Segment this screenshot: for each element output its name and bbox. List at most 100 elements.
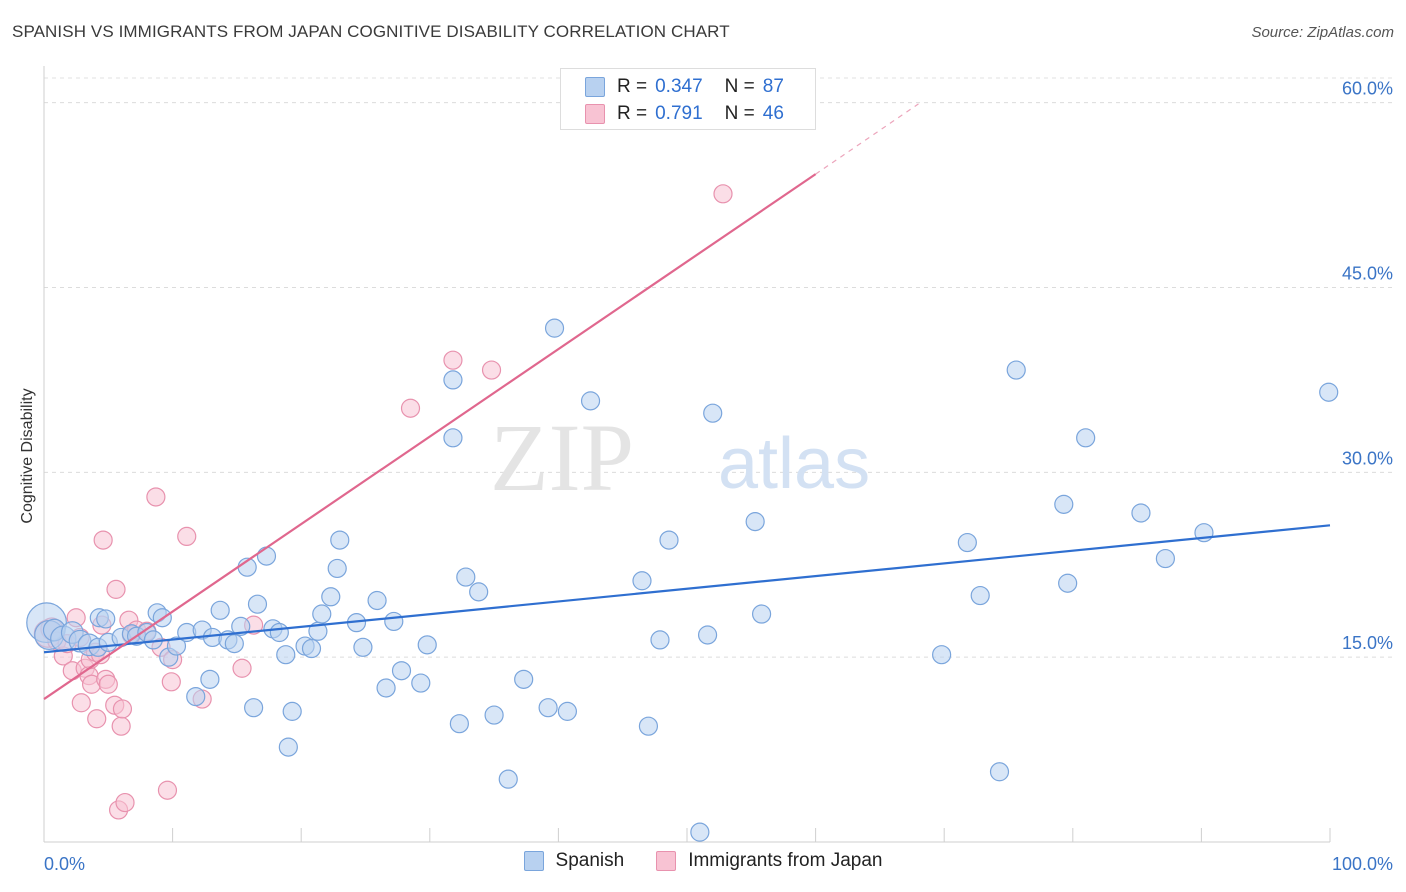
trend-lines <box>43 103 1331 700</box>
spanish-point <box>269 622 289 643</box>
legend-row-japan: R = 0.791 N = 46 <box>585 102 784 126</box>
spanish-point <box>449 714 469 734</box>
spanish-point <box>166 636 187 656</box>
y-tick-label-45: 45.0% <box>1342 263 1393 283</box>
r-label: R = <box>617 103 648 124</box>
watermark-atlas: atlas <box>718 424 870 504</box>
y-tick-labels: 15.0% 30.0% 45.0% 60.0% <box>1342 79 1393 654</box>
spanish-point <box>970 585 990 606</box>
spanish-point <box>353 637 373 657</box>
spanish-point <box>638 716 659 736</box>
x-tick-label-min: 0.0% <box>44 854 85 874</box>
spanish-point <box>443 370 463 390</box>
spanish-point <box>1058 573 1078 593</box>
chart-title: SPANISH VS IMMIGRANTS FROM JAPAN COGNITI… <box>12 22 730 41</box>
axes <box>43 66 1331 843</box>
spanish-point <box>256 546 277 566</box>
spanish-point <box>231 616 251 636</box>
legend-item-spanish[interactable]: Spanish <box>523 850 625 872</box>
watermark-zip: ZIP <box>490 404 634 511</box>
spanish-point <box>244 698 264 718</box>
spanish-point <box>376 678 396 698</box>
japan-point <box>443 350 463 370</box>
japan-trend-line <box>43 173 817 700</box>
spanish-point <box>321 587 341 607</box>
n-label: N = <box>724 103 755 124</box>
spanish-r-value: 0.347 <box>655 76 703 97</box>
spanish-point <box>1319 382 1339 402</box>
series-legend: Spanish Immigrants from Japan <box>0 850 1406 872</box>
japan-point <box>87 709 107 729</box>
spanish-point <box>330 530 350 550</box>
legend-row-spanish: R = 0.347 N = 87 <box>585 75 784 99</box>
spanish-point <box>514 669 534 689</box>
spanish-point <box>1131 503 1151 523</box>
japan-n-value: 46 <box>762 103 784 124</box>
spanish-point <box>276 645 296 665</box>
japan-legend-swatch <box>656 851 677 871</box>
japan-point <box>93 530 113 550</box>
spanish-point <box>580 391 601 411</box>
spanish-n-value: 87 <box>762 76 784 97</box>
spanish-point <box>544 318 565 338</box>
japan-point <box>98 674 118 694</box>
spanish-point <box>1054 494 1074 514</box>
japan-point <box>112 699 133 719</box>
spanish-point <box>367 590 387 611</box>
japan-swatch <box>585 104 605 124</box>
spanish-point <box>96 609 116 629</box>
japan-point <box>157 780 178 800</box>
spanish-point <box>538 698 558 718</box>
japan-point <box>161 672 181 692</box>
spanish-point <box>650 630 670 650</box>
legend-item-japan[interactable]: Immigrants from Japan <box>656 850 882 872</box>
y-tick-label-30: 30.0% <box>1342 448 1393 468</box>
spanish-point <box>745 512 765 532</box>
r-label: R = <box>617 76 648 97</box>
spanish-point <box>210 600 230 620</box>
spanish-point <box>200 669 220 689</box>
y-tick-label-15: 15.0% <box>1342 633 1393 653</box>
spanish-point <box>1076 428 1096 448</box>
spanish-point <box>312 604 332 624</box>
spanish-point <box>391 661 412 681</box>
japan-point <box>106 579 126 599</box>
japan-point <box>115 792 135 813</box>
spanish-point <box>751 604 772 624</box>
spanish-point <box>1006 360 1026 380</box>
spanish-points <box>26 318 1339 842</box>
japan-point <box>713 184 733 204</box>
spanish-point <box>557 701 578 721</box>
spanish-point <box>411 673 431 693</box>
y-tick-label-60: 60.0% <box>1342 79 1393 99</box>
spanish-point <box>456 567 476 587</box>
spanish-point <box>384 611 404 632</box>
japan-point <box>232 658 252 678</box>
spanish-point <box>632 571 652 591</box>
spanish-point <box>989 762 1010 782</box>
japan-point <box>146 487 166 507</box>
spanish-legend-label: Spanish <box>555 850 625 871</box>
spanish-swatch <box>585 77 605 97</box>
spanish-point <box>327 558 347 579</box>
spanish-point <box>703 403 723 423</box>
spanish-point <box>282 701 302 721</box>
stats-legend: R = 0.347 N = 87 R = 0.791 N = 46 <box>560 68 816 130</box>
japan-point <box>111 716 131 736</box>
spanish-point <box>484 705 504 725</box>
spanish-point <box>697 625 718 645</box>
x-tick-label-max: 100.0% <box>1332 854 1393 874</box>
japan-point <box>400 398 421 418</box>
spanish-point <box>498 769 518 789</box>
spanish-point <box>417 635 437 655</box>
spanish-point <box>186 686 206 707</box>
spanish-point <box>932 645 952 665</box>
spanish-point <box>957 532 977 553</box>
spanish-point <box>659 530 679 550</box>
japan-point <box>177 526 197 547</box>
japan-legend-label: Immigrants from Japan <box>688 850 883 871</box>
japan-point <box>71 693 91 713</box>
spanish-point <box>247 594 268 614</box>
spanish-legend-swatch <box>523 851 544 871</box>
